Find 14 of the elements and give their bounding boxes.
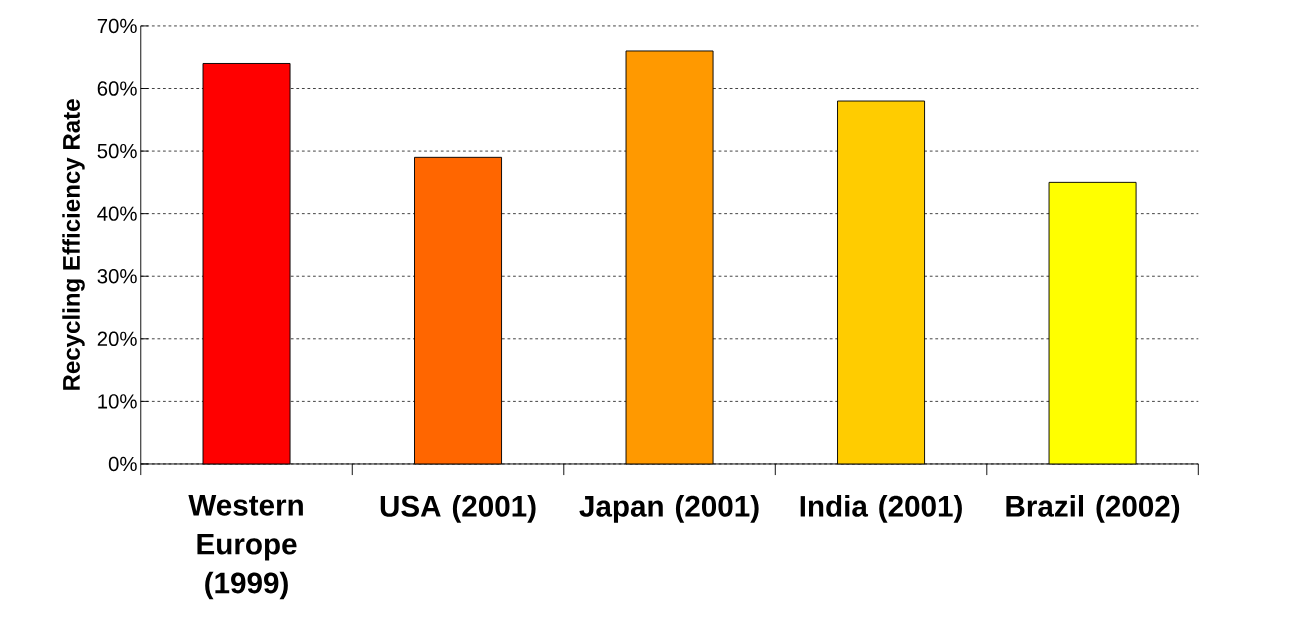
y-axis-title: Recycling Efficiency Rate xyxy=(62,99,85,390)
y-tick-label: 40% xyxy=(97,206,137,221)
x-tick-label: Western Europe (1999) xyxy=(188,495,303,600)
y-tick-label: 30% xyxy=(97,269,137,284)
y-tick-label: 10% xyxy=(98,394,137,409)
y-tick-label: 20% xyxy=(97,331,137,347)
x-tick-label: Brazil (2002) xyxy=(1006,495,1180,523)
y-tick-label: 0% xyxy=(108,456,137,472)
x-tick-label: USA (2001) xyxy=(380,495,536,523)
y-tick-label: 70% xyxy=(97,18,137,34)
y-tick-label: 60% xyxy=(97,81,137,96)
x-tick-label: Japan (2001) xyxy=(579,495,759,523)
y-tick-label: 50% xyxy=(97,143,137,159)
x-tick-label: India (2001) xyxy=(800,495,962,523)
